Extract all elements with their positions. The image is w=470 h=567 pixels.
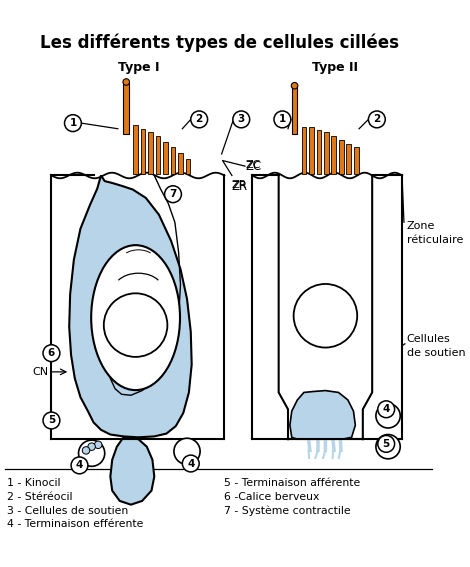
- Bar: [302, 127, 306, 174]
- Circle shape: [233, 111, 250, 128]
- Text: Type I: Type I: [118, 61, 159, 74]
- Circle shape: [378, 401, 395, 418]
- Text: Type II: Type II: [312, 61, 358, 74]
- Circle shape: [104, 293, 167, 357]
- Bar: [186, 159, 190, 174]
- Circle shape: [123, 79, 130, 85]
- Bar: [288, 176, 363, 439]
- Circle shape: [43, 412, 60, 429]
- Circle shape: [88, 443, 95, 450]
- Text: 4: 4: [383, 404, 390, 414]
- Circle shape: [82, 447, 90, 454]
- Bar: [156, 136, 160, 174]
- Bar: [316, 130, 321, 174]
- Circle shape: [274, 111, 291, 128]
- Text: Les différents types de cellules cillées: Les différents types de cellules cillées: [40, 33, 399, 52]
- Text: 2 - Stéréocil: 2 - Stéréocil: [8, 492, 73, 502]
- Text: ZR: ZR: [232, 180, 247, 190]
- Bar: [309, 127, 314, 174]
- Circle shape: [291, 82, 298, 89]
- Circle shape: [71, 457, 88, 474]
- Bar: [346, 143, 351, 174]
- Ellipse shape: [91, 245, 180, 390]
- Circle shape: [191, 111, 208, 128]
- Circle shape: [164, 186, 181, 202]
- Text: 3 - Cellules de soutien: 3 - Cellules de soutien: [8, 506, 129, 515]
- Circle shape: [376, 404, 400, 428]
- Text: 4 - Terminaison efférente: 4 - Terminaison efférente: [8, 519, 144, 529]
- Text: 2: 2: [196, 115, 203, 124]
- Circle shape: [78, 440, 105, 466]
- Bar: [292, 86, 298, 134]
- Bar: [163, 142, 168, 174]
- Bar: [324, 133, 329, 174]
- Circle shape: [174, 438, 200, 464]
- Text: 5: 5: [48, 416, 55, 425]
- Circle shape: [378, 435, 395, 452]
- Text: CN: CN: [32, 367, 48, 377]
- Bar: [148, 133, 153, 174]
- Circle shape: [368, 111, 385, 128]
- Bar: [124, 82, 129, 134]
- Text: 1: 1: [69, 118, 77, 128]
- Circle shape: [294, 284, 357, 348]
- Text: 5 - Terminaison afférente: 5 - Terminaison afférente: [225, 479, 360, 488]
- Text: ZC: ZC: [246, 160, 261, 170]
- Text: Zone
réticulaire: Zone réticulaire: [407, 222, 463, 246]
- Polygon shape: [69, 176, 192, 437]
- Text: 4: 4: [76, 460, 83, 471]
- Bar: [354, 147, 359, 174]
- Text: 6: 6: [48, 348, 55, 358]
- Circle shape: [182, 455, 199, 472]
- Circle shape: [376, 434, 400, 459]
- Polygon shape: [110, 437, 154, 505]
- Circle shape: [43, 345, 60, 362]
- Circle shape: [94, 441, 102, 448]
- Circle shape: [64, 115, 81, 132]
- Polygon shape: [290, 391, 355, 439]
- Bar: [133, 125, 138, 174]
- Bar: [141, 129, 145, 174]
- Text: 1: 1: [279, 115, 286, 124]
- Bar: [178, 153, 183, 174]
- Text: 3: 3: [238, 115, 245, 124]
- Bar: [331, 136, 336, 174]
- Text: ZR: ZR: [232, 180, 248, 193]
- Text: 7 - Système contractile: 7 - Système contractile: [225, 506, 351, 516]
- Text: 4: 4: [187, 459, 195, 468]
- Text: 2: 2: [373, 115, 381, 124]
- Text: Cellules
de soutien: Cellules de soutien: [407, 334, 465, 358]
- Text: 1 - Kinocil: 1 - Kinocil: [8, 479, 61, 488]
- Bar: [339, 140, 344, 174]
- Text: 7: 7: [169, 189, 177, 199]
- Text: 6 -Calice berveux: 6 -Calice berveux: [225, 492, 320, 502]
- Bar: [171, 147, 175, 174]
- Text: ZC: ZC: [246, 160, 262, 172]
- Text: 5: 5: [383, 439, 390, 449]
